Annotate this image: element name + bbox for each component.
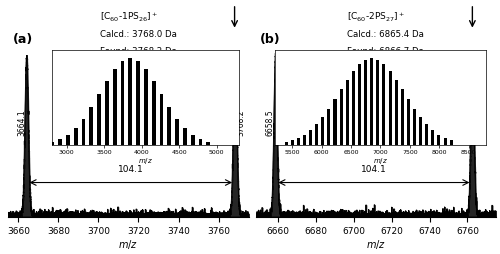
- Text: Found: 6866.7 Da: Found: 6866.7 Da: [347, 46, 424, 56]
- Text: [C$_{60}$-2PS$_{27}$]$^+$: [C$_{60}$-2PS$_{27}$]$^+$: [347, 11, 405, 24]
- Text: Found: 3768.2 Da: Found: 3768.2 Da: [100, 46, 176, 56]
- Text: (b): (b): [260, 33, 281, 46]
- Text: 6658.5: 6658.5: [266, 109, 275, 135]
- Text: 104.1: 104.1: [118, 164, 144, 173]
- Text: (a): (a): [13, 33, 34, 46]
- Text: Calcd.: 3768.0 Da: Calcd.: 3768.0 Da: [100, 29, 176, 38]
- Text: Calcd.: 6865.4 Da: Calcd.: 6865.4 Da: [347, 29, 424, 38]
- Text: 6762.6: 6762.6: [474, 109, 482, 135]
- Text: 104.1: 104.1: [361, 164, 387, 173]
- X-axis label: $m/z$: $m/z$: [366, 237, 386, 250]
- X-axis label: $m/z$: $m/z$: [118, 237, 139, 250]
- Text: [C$_{60}$-1PS$_{26}$]$^+$: [C$_{60}$-1PS$_{26}$]$^+$: [100, 11, 158, 24]
- Text: 3664.1: 3664.1: [17, 109, 26, 135]
- Text: 3768.2: 3768.2: [236, 109, 245, 135]
